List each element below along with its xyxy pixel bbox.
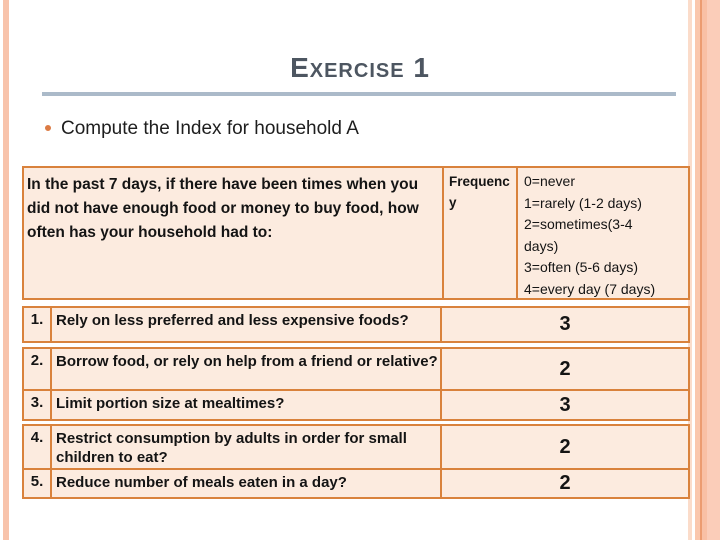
row-value: 3 (559, 313, 571, 335)
row-value: 2 (559, 472, 571, 494)
bullet-item: Compute the Index for household A (45, 118, 359, 140)
bullet-text: Compute the Index for household A (61, 118, 359, 139)
frequency-column-header: Frequency (442, 168, 516, 298)
frequency-scale-legend: 0=never 1=rarely (1-2 days) 2=sometimes(… (516, 168, 688, 298)
table-row: 2. Borrow food, or rely on help from a f… (24, 349, 688, 389)
page-title: Exercise 1 (290, 52, 430, 83)
scale-item: 0=never (524, 173, 575, 189)
scale-item: 3=often (5-6 days) (524, 259, 639, 275)
right-stripe (688, 0, 692, 540)
bullet-circle-icon (45, 125, 51, 131)
row-value: 2 (559, 357, 571, 380)
row-number: 1. (30, 311, 44, 328)
survey-table-header: In the past 7 days, if there have been t… (22, 166, 690, 300)
survey-table-section-3: 4. Restrict consumption by adults in ord… (22, 424, 690, 499)
row-question: Reduce number of meals eaten in a day? (50, 470, 442, 497)
survey-table-section-2: 2. Borrow food, or rely on help from a f… (22, 347, 690, 421)
title-underline (42, 92, 676, 96)
table-row: 4. Restrict consumption by adults in ord… (24, 426, 688, 468)
table-row: 1. Rely on less preferred and less expen… (24, 308, 688, 341)
row-number: 4. (30, 429, 44, 446)
scale-item: 1=rarely (1-2 days) (524, 194, 642, 211)
survey-header-question: In the past 7 days, if there have been t… (27, 176, 419, 241)
row-value: 3 (559, 393, 571, 416)
row-number: 2. (30, 352, 44, 369)
table-row: 5. Reduce number of meals eaten in a day… (24, 468, 688, 497)
left-border-stripe (3, 0, 9, 540)
right-stripe (700, 0, 702, 540)
right-stripe (695, 0, 700, 540)
row-question: Limit portion size at mealtimes? (50, 391, 442, 419)
right-stripe (702, 0, 707, 540)
row-value: 2 (559, 435, 571, 458)
row-question: Restrict consumption by adults in order … (50, 426, 442, 468)
row-number: 5. (30, 473, 44, 490)
table-row: 3. Limit portion size at mealtimes? 3 (24, 389, 688, 419)
scale-item: 2=sometimes(3-4 days) (524, 216, 633, 254)
row-question: Rely on less preferred and less expensiv… (50, 308, 442, 341)
right-stripe (707, 0, 720, 540)
survey-table-section-1: 1. Rely on less preferred and less expen… (22, 306, 690, 343)
row-question: Borrow food, or rely on help from a frie… (50, 349, 442, 389)
row-number: 3. (30, 394, 44, 411)
scale-item: 4=every day (7 days) (524, 280, 656, 297)
